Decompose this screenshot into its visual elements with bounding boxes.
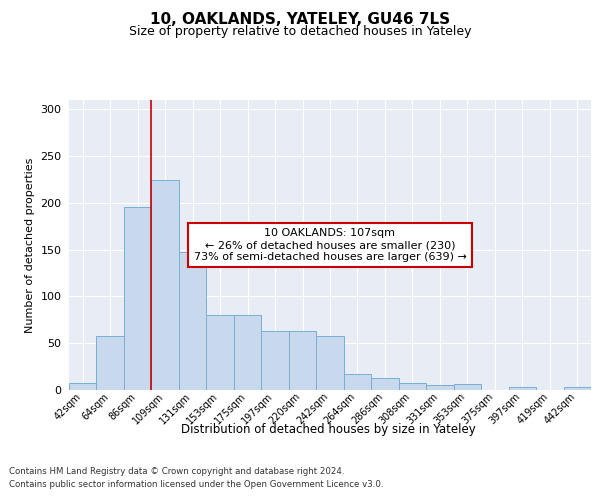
Bar <box>289 331 316 390</box>
Bar <box>454 384 481 390</box>
Bar <box>509 387 536 390</box>
Bar <box>563 387 591 390</box>
Bar <box>69 382 97 390</box>
Bar <box>234 315 262 390</box>
Text: Size of property relative to detached houses in Yateley: Size of property relative to detached ho… <box>129 25 471 38</box>
Bar <box>398 382 426 390</box>
Text: 10, OAKLANDS, YATELEY, GU46 7LS: 10, OAKLANDS, YATELEY, GU46 7LS <box>150 12 450 28</box>
Bar <box>179 252 206 390</box>
Bar <box>316 336 344 390</box>
Text: Contains HM Land Registry data © Crown copyright and database right 2024.: Contains HM Land Registry data © Crown c… <box>9 468 344 476</box>
Bar <box>371 378 398 390</box>
Text: Contains public sector information licensed under the Open Government Licence v3: Contains public sector information licen… <box>9 480 383 489</box>
Bar <box>151 180 179 390</box>
Text: Distribution of detached houses by size in Yateley: Distribution of detached houses by size … <box>181 422 476 436</box>
Y-axis label: Number of detached properties: Number of detached properties <box>25 158 35 332</box>
Bar <box>262 331 289 390</box>
Bar <box>97 336 124 390</box>
Bar <box>124 206 151 390</box>
Bar <box>344 374 371 390</box>
Bar <box>426 386 454 390</box>
Text: 10 OAKLANDS: 107sqm
← 26% of detached houses are smaller (230)
73% of semi-detac: 10 OAKLANDS: 107sqm ← 26% of detached ho… <box>194 228 466 262</box>
Bar <box>206 315 234 390</box>
